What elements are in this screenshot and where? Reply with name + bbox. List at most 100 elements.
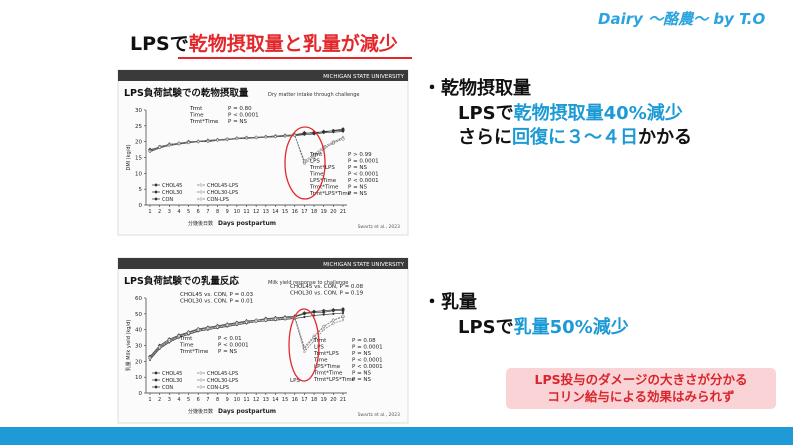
brand: Dairy ～酪農～ by T.O bbox=[598, 10, 765, 28]
x-tick-label: 6 bbox=[197, 397, 200, 403]
chart-banner bbox=[118, 70, 408, 81]
stat-text: Trmt bbox=[179, 336, 193, 342]
stat-text: P < 0.0001 bbox=[348, 172, 379, 178]
point bbox=[303, 133, 306, 136]
bullet-line: LPSで乾物摂取量40%減少 bbox=[458, 102, 683, 124]
stat-text: Time bbox=[179, 343, 194, 349]
point bbox=[332, 312, 335, 315]
point bbox=[206, 327, 210, 331]
point bbox=[312, 132, 316, 136]
x-tick-label: 10 bbox=[234, 209, 240, 215]
x-tick-label: 21 bbox=[340, 209, 346, 215]
stat-text: P > 0.99 bbox=[348, 152, 372, 158]
stat-text: P = 0.80 bbox=[228, 106, 252, 112]
stat-text: Trmt*LPS*Time bbox=[313, 377, 356, 383]
point bbox=[303, 162, 306, 165]
y-tick-label: 30 bbox=[135, 108, 142, 114]
chart-title: LPS負荷試験での乳量反応 bbox=[124, 275, 239, 287]
point bbox=[226, 324, 229, 327]
stat-text: P = NS bbox=[348, 191, 368, 197]
point bbox=[187, 332, 190, 335]
x-tick-label: 8 bbox=[216, 397, 219, 403]
point bbox=[283, 317, 287, 321]
x-tick-label: 17 bbox=[301, 397, 307, 403]
y-tick-label: 50 bbox=[135, 312, 142, 318]
chart: MICHIGAN STATE UNIVERSITY LPS負荷試験での乳量反応 Mi… bbox=[117, 257, 409, 424]
point bbox=[226, 137, 229, 141]
point bbox=[341, 130, 345, 133]
x-tick-label: 14 bbox=[272, 397, 278, 403]
point bbox=[255, 320, 258, 323]
point bbox=[312, 156, 316, 159]
point bbox=[303, 350, 306, 353]
stat-text: Trmt*Time bbox=[313, 371, 343, 377]
x-tick-label: 17 bbox=[301, 209, 307, 215]
legend-label: CHOL45-LPS bbox=[207, 371, 238, 377]
stat-text: P = NS bbox=[352, 371, 372, 377]
stat-text: Trmt*Time bbox=[309, 185, 339, 191]
point bbox=[303, 315, 306, 319]
stat-text: P < 0.0001 bbox=[218, 343, 249, 349]
legend-marker bbox=[199, 183, 203, 187]
x-tick-label: 1 bbox=[148, 209, 151, 215]
point bbox=[312, 339, 316, 342]
title-highlight: 乾物摂取量と乳量が減少 bbox=[189, 32, 398, 55]
x-tick-label: 2 bbox=[158, 209, 161, 215]
legend-label: CHOL30 bbox=[162, 378, 182, 384]
point bbox=[322, 313, 325, 316]
legend-label: CHOL30-LPS bbox=[207, 190, 238, 196]
x-tick-label: 10 bbox=[234, 397, 240, 403]
chart-subtitle: Dry matter intake through challenge bbox=[268, 92, 360, 98]
x-tick-label: 15 bbox=[282, 397, 288, 403]
x-tick-label: 8 bbox=[216, 209, 219, 215]
point bbox=[293, 134, 296, 137]
citation: Swartz et al., 2023 bbox=[358, 224, 401, 230]
x-tick-label: 2 bbox=[158, 397, 161, 403]
legend-marker bbox=[154, 385, 158, 389]
x-axis-label: Days postpartum bbox=[218, 220, 276, 227]
note-line: コリン給与による効果はみられず bbox=[547, 389, 735, 404]
bullet-line: LPSで乳量50%減少 bbox=[458, 316, 629, 338]
citation: Swartz et al., 2023 bbox=[358, 412, 401, 418]
stat-text: P = NS bbox=[228, 119, 248, 125]
stat-text: Trmt bbox=[309, 152, 323, 158]
stat-text: P < 0.0001 bbox=[228, 113, 259, 119]
legend-marker bbox=[154, 371, 158, 375]
point bbox=[216, 326, 219, 329]
point bbox=[187, 141, 190, 144]
title-plain: LPSで bbox=[130, 33, 189, 55]
annotation: LPS bbox=[290, 378, 300, 384]
legend-marker bbox=[199, 378, 203, 382]
x-tick-label: 4 bbox=[177, 397, 180, 403]
chart-subtitle: Milk yield response to challenge bbox=[268, 280, 348, 286]
x-tick-label: 6 bbox=[197, 209, 200, 215]
point bbox=[341, 319, 345, 322]
legend-marker bbox=[199, 190, 203, 194]
point bbox=[283, 134, 287, 138]
stat-text: Trmt*LPS*Time bbox=[309, 191, 352, 197]
x-tick-label: 13 bbox=[263, 397, 269, 403]
point bbox=[264, 136, 267, 139]
legend-label: CHOL45 bbox=[162, 371, 182, 377]
x-tick-label: 13 bbox=[263, 209, 269, 215]
stat-text: P < 0.0001 bbox=[352, 358, 383, 364]
stat-text: P = NS bbox=[348, 185, 368, 191]
highlight-ellipse bbox=[284, 126, 326, 200]
stat-text: LPS*Time bbox=[314, 364, 341, 370]
stat-text: P = NS bbox=[218, 349, 238, 355]
x-tick-label: 5 bbox=[187, 397, 190, 403]
chart: MICHIGAN STATE UNIVERSITY LPS負荷試験での乾物摂取量 D… bbox=[117, 69, 409, 236]
text: さらに bbox=[458, 127, 512, 148]
y-tick-label: 10 bbox=[135, 171, 142, 177]
x-tick-label: 20 bbox=[330, 209, 336, 215]
stat-text: Trmt*Time bbox=[179, 349, 209, 355]
stat-text: Time bbox=[309, 172, 324, 178]
stat-text: P = 0.0001 bbox=[348, 159, 379, 165]
point bbox=[255, 136, 258, 140]
footer-bar bbox=[0, 427, 793, 445]
point bbox=[245, 137, 248, 140]
text: LPSで bbox=[458, 103, 514, 124]
point bbox=[274, 318, 277, 321]
legend-label: CHOL30-LPS bbox=[207, 378, 238, 384]
point bbox=[245, 321, 248, 324]
